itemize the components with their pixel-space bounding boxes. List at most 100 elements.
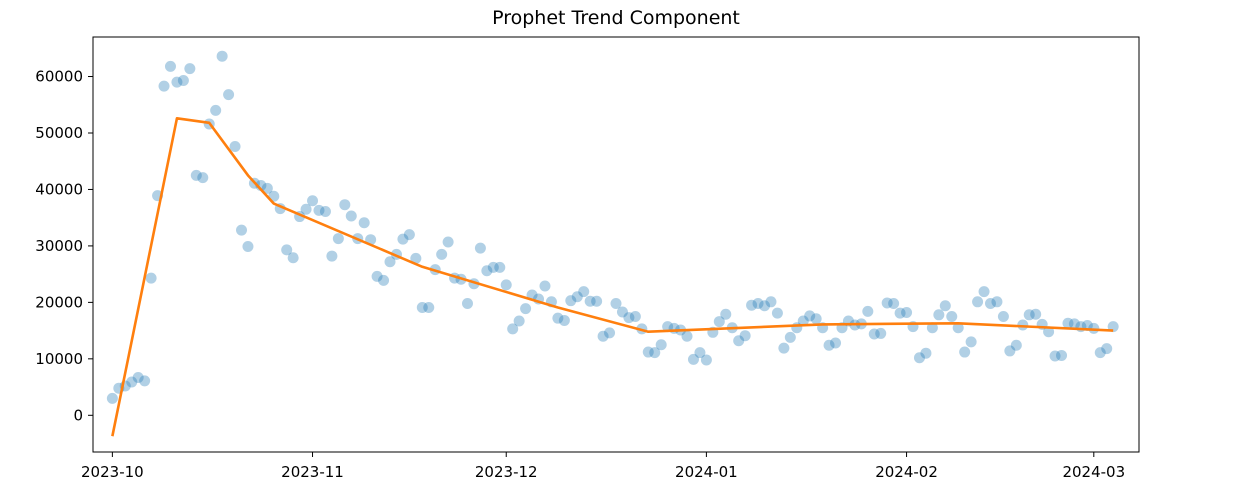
x-tick-label: 2024-03: [1062, 463, 1125, 481]
data-point: [946, 310, 958, 322]
data-point: [261, 182, 273, 194]
y-tick-label: 60000: [35, 68, 83, 86]
data-point: [132, 371, 144, 383]
y-tick-label: 50000: [35, 124, 83, 142]
trend-line: [111, 117, 1114, 437]
data-point: [952, 322, 964, 334]
data-point: [959, 346, 971, 358]
data-point: [662, 321, 674, 333]
y-tick-label: 20000: [35, 293, 83, 311]
data-point: [752, 298, 764, 309]
data-point: [210, 104, 222, 116]
data-point: [507, 323, 519, 335]
data-point: [623, 312, 635, 324]
data-point: [765, 296, 777, 308]
data-point: [423, 301, 435, 313]
data-point: [474, 242, 486, 254]
data-point: [939, 300, 951, 312]
data-point: [746, 299, 758, 311]
data-point: [1062, 317, 1074, 329]
data-point: [410, 252, 422, 264]
data-point: [1101, 343, 1113, 355]
data-point: [694, 347, 706, 359]
x-tick-label: 2024-02: [875, 463, 938, 481]
data-point: [326, 250, 338, 262]
data-point: [604, 327, 616, 339]
data-point: [520, 303, 532, 315]
data-point: [1056, 349, 1068, 361]
data-point: [733, 335, 745, 347]
data-point: [759, 300, 771, 312]
data-point: [597, 330, 609, 342]
data-point: [681, 330, 693, 342]
data-point: [539, 280, 551, 292]
data-point: [1094, 347, 1106, 359]
data-point: [481, 265, 493, 277]
data-point: [591, 295, 603, 307]
data-point: [739, 330, 751, 342]
data-point: [500, 279, 512, 291]
data-point: [513, 315, 525, 327]
data-point: [403, 229, 415, 241]
x-axis: 2023-10 2023-11 2023-12 2024-01 2024-02 2024-…: [81, 452, 1125, 481]
data-point: [1049, 350, 1061, 362]
y-tick-label: 10000: [35, 350, 83, 368]
data-point: [558, 314, 570, 326]
data-point: [1023, 309, 1035, 321]
data-point: [933, 309, 945, 321]
data-point: [1068, 318, 1080, 330]
data-point: [177, 74, 189, 86]
data-point: [797, 315, 809, 327]
data-point: [197, 172, 209, 184]
data-point: [610, 298, 622, 309]
data-point: [242, 240, 254, 252]
data-point: [139, 375, 151, 387]
data-point: [881, 297, 893, 309]
data-point: [965, 336, 977, 348]
data-point: [190, 169, 202, 181]
data-point: [771, 307, 783, 319]
x-tick-label: 2023-12: [475, 463, 538, 481]
data-point: [126, 376, 138, 388]
data-point: [378, 274, 390, 286]
data-point: [287, 252, 299, 264]
data-point: [571, 291, 583, 303]
data-point: [345, 210, 357, 222]
data-point: [584, 295, 596, 307]
data-point: [384, 256, 396, 268]
data-point: [358, 217, 370, 229]
data-point: [223, 89, 235, 101]
x-tick-label: 2023-10: [81, 463, 144, 481]
data-point: [229, 141, 241, 153]
y-tick-label: 40000: [35, 180, 83, 198]
data-point: [913, 352, 925, 364]
data-point: [339, 199, 351, 211]
chart-title: Prophet Trend Component: [492, 7, 740, 29]
data-point: [281, 244, 293, 256]
data-point: [461, 298, 473, 309]
data-point: [649, 347, 661, 359]
data-point: [778, 342, 790, 354]
data-point: [300, 203, 312, 215]
data-point: [901, 307, 913, 319]
data-point: [868, 328, 880, 340]
data-point: [184, 63, 196, 75]
data-point: [972, 296, 984, 308]
y-tick-label: 0: [73, 406, 83, 424]
data-point: [823, 339, 835, 351]
data-point: [830, 337, 842, 349]
data-point: [307, 195, 319, 207]
data-point: [1004, 345, 1016, 357]
data-point: [804, 310, 816, 322]
data-point: [655, 339, 667, 351]
axes-frame: [92, 36, 1140, 453]
data-point: [629, 310, 641, 322]
data-point: [106, 392, 118, 404]
data-point: [332, 233, 344, 245]
data-point: [888, 298, 900, 309]
data-point: [700, 354, 712, 366]
data-point: [578, 286, 590, 298]
data-point: [894, 307, 906, 319]
data-point: [313, 204, 325, 216]
data-point: [1010, 339, 1022, 351]
